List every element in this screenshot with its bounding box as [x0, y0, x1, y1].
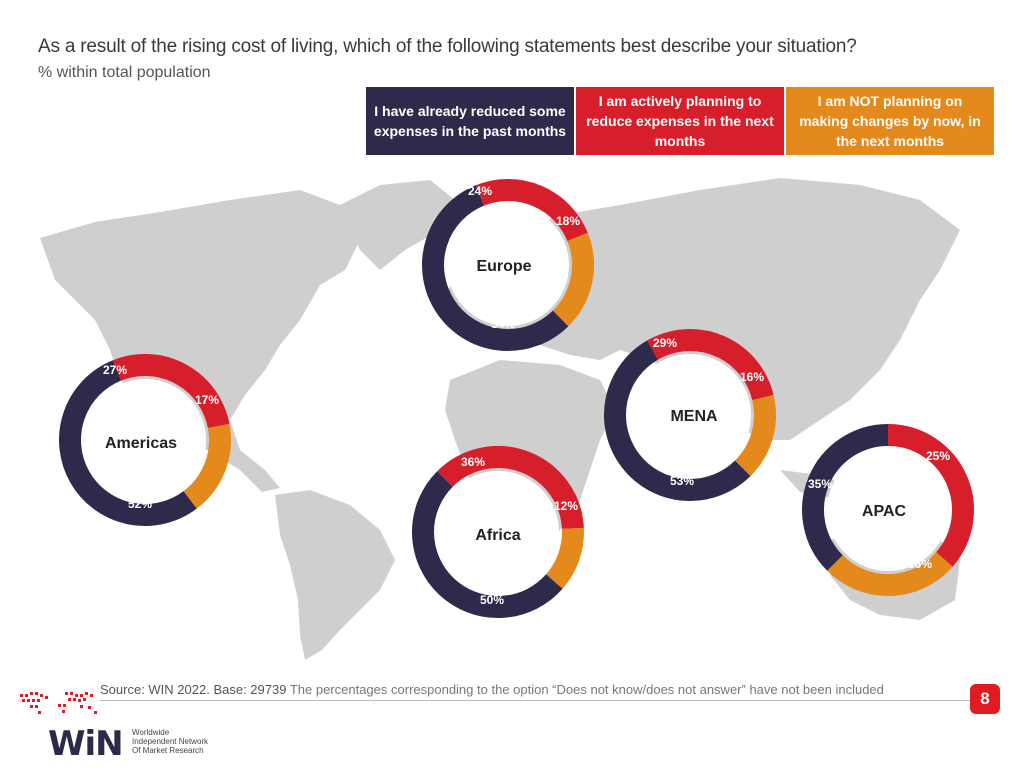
donut-apac: 35% 25% 36% APAC [802, 424, 974, 596]
donut-mena: 29% 16% 53% MENA [604, 329, 776, 501]
page-number: 8 [970, 684, 1000, 714]
donut-slice-mena-1 [647, 329, 774, 401]
donut-title-africa: Africa [475, 527, 520, 544]
source-disclaimer: The percentages corresponding to the opt… [286, 682, 884, 697]
page-title: As a result of the rising cost of living… [38, 36, 857, 57]
footer-divider [100, 700, 970, 701]
win-logo-icon [20, 692, 97, 714]
data-label-europe-0: 54% [491, 317, 515, 331]
donut-title-mena: MENA [670, 408, 718, 425]
logo-subtitle: Worldwide Independent Network Of Market … [132, 728, 208, 755]
donut-slice-apac-2 [827, 551, 953, 596]
donut-center [437, 471, 559, 593]
legend-item-reduced: I have already reduced some expenses in … [365, 86, 575, 156]
donut-slice-europe-1 [475, 179, 588, 242]
data-label-mena-2: 16% [740, 370, 764, 384]
donut-slice-europe-0 [422, 185, 569, 351]
source-note: Source: WIN 2022. Base: 29739 The percen… [100, 682, 884, 697]
donut-africa: 36% 12% 50% Africa [412, 446, 584, 618]
logo-subtitle-line-2: Independent Network [132, 737, 209, 746]
donut-slice-africa-1 [437, 446, 584, 530]
data-label-apac-0: 36% [908, 557, 932, 571]
data-label-mena-0: 53% [670, 474, 694, 488]
data-label-americas-0: 52% [128, 497, 152, 511]
donut-slice-americas-2 [183, 423, 231, 509]
donut-slice-europe-2 [552, 232, 594, 327]
north-america-shape [40, 190, 360, 492]
data-label-mena-1: 29% [653, 336, 677, 350]
donut-slice-americas-0 [59, 360, 197, 526]
data-label-africa-2: 12% [554, 499, 578, 513]
donut-slice-apac-0 [802, 424, 889, 571]
source-text: Source: WIN 2022. Base: 29739 [100, 682, 287, 697]
data-label-africa-0: 50% [480, 593, 504, 607]
legend-item-planning: I am actively planning to reduce expense… [575, 86, 785, 156]
page-subtitle: % within total population [38, 64, 211, 81]
logo-wordmark: WiN [48, 724, 124, 764]
logo-subtitle-line-3: Of Market Research [132, 746, 204, 755]
logo-subtitle-line-1: Worldwide [132, 728, 170, 737]
donut-center [447, 204, 569, 326]
donut-americas: 27% 17% 52% Americas [59, 354, 231, 526]
data-label-americas-1: 27% [103, 363, 127, 377]
donut-center [629, 354, 751, 476]
donut-slice-mena-2 [734, 394, 776, 477]
donut-center [84, 379, 206, 501]
donut-slice-africa-2 [545, 527, 584, 589]
legend: I have already reduced some expenses in … [365, 86, 995, 156]
south-america-shape [275, 490, 395, 660]
data-label-apac-1: 35% [808, 477, 832, 491]
data-label-americas-2: 17% [195, 393, 219, 407]
donut-center [827, 449, 949, 571]
donut-slice-americas-1 [112, 354, 230, 429]
data-label-apac-2: 25% [926, 449, 950, 463]
donut-slice-apac-1 [887, 424, 974, 567]
donut-europe: 24% 18% 54% Europe [422, 179, 594, 351]
data-label-europe-1: 24% [468, 184, 492, 198]
greenland-shape [340, 180, 455, 270]
data-label-africa-1: 36% [461, 455, 485, 469]
data-label-europe-2: 18% [556, 214, 580, 228]
donut-title-apac: APAC [862, 503, 907, 520]
donut-title-americas: Americas [105, 435, 177, 452]
legend-item-not-planning: I am NOT planning on making changes by n… [785, 86, 995, 156]
donut-slice-mena-0 [604, 340, 751, 501]
donut-title-europe: Europe [476, 258, 531, 275]
donut-slice-africa-0 [412, 471, 563, 618]
